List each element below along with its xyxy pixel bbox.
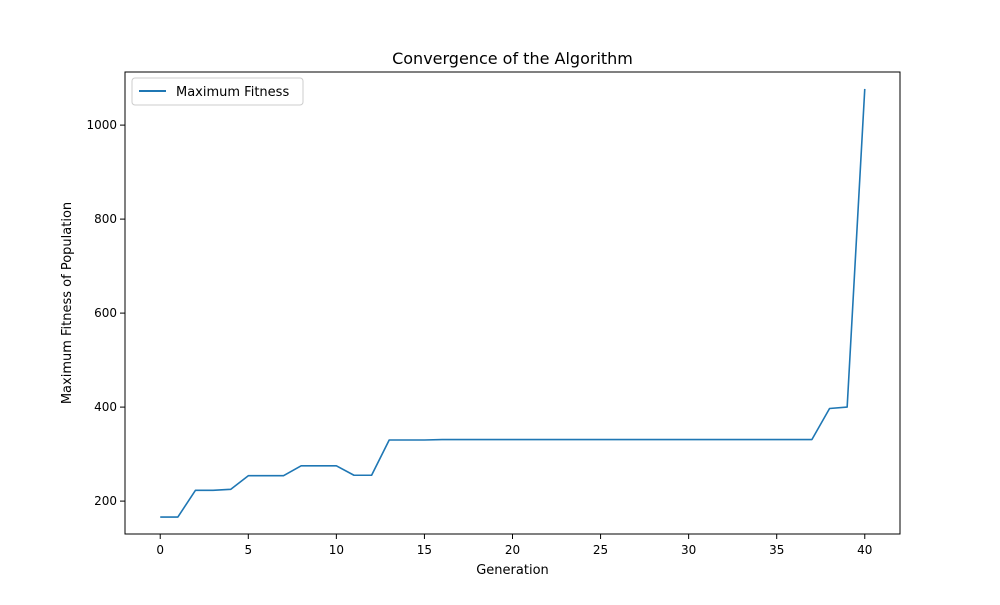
series-layer [160,88,866,518]
x-tick-label: 15 [417,543,432,557]
y-axis-ticks: 200 400 600 800 1000 [86,118,125,508]
x-tick-label: 30 [681,543,696,557]
y-axis-label: Maximum Fitness of Population [60,202,75,404]
plot-frame [124,71,901,535]
x-tick-label: 40 [857,543,872,557]
x-tick-label: 25 [593,543,608,557]
y-tick-label: 400 [94,400,117,414]
y-tick-label: 200 [94,494,117,508]
x-tick-label: 20 [505,543,520,557]
legend: Maximum Fitness [131,77,304,106]
y-tick-label: 1000 [86,118,117,132]
series-line-maximum-fitness [160,88,866,518]
x-axis-ticks: 0 5 10 15 20 25 30 35 40 [156,534,872,557]
x-axis-label: Generation [476,563,549,578]
x-tick-label: 10 [329,543,344,557]
x-tick-label: 5 [244,543,252,557]
x-tick-label: 0 [156,543,164,557]
legend-label: Maximum Fitness [176,85,289,100]
legend-box [131,77,304,106]
y-tick-label: 600 [94,306,117,320]
x-tick-label: 35 [769,543,784,557]
y-tick-label: 800 [94,212,117,226]
chart-title: Convergence of the Algorithm [392,49,633,68]
